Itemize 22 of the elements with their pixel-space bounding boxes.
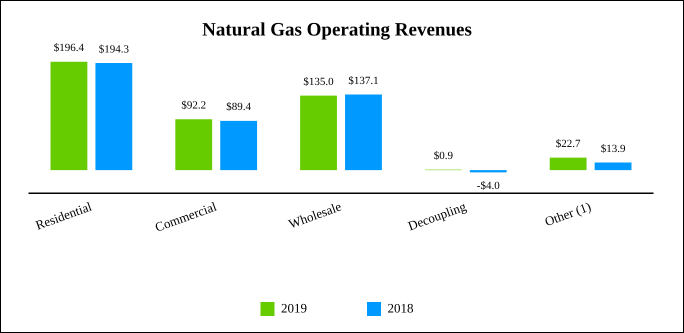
legend-label: 2018 — [388, 300, 414, 316]
data-label: $196.4 — [54, 42, 85, 54]
bar — [50, 62, 88, 170]
x-tick-label: Other (1) — [542, 198, 593, 230]
bar — [550, 158, 587, 170]
bar — [95, 62, 132, 170]
bar — [220, 120, 258, 170]
data-label: $0.9 — [434, 150, 454, 162]
data-label: -$4.0 — [476, 180, 500, 192]
data-label: $92.2 — [181, 100, 206, 112]
bar — [345, 94, 382, 170]
data-label: $194.3 — [98, 43, 130, 56]
bar — [594, 162, 632, 170]
data-label: $137.1 — [348, 74, 379, 87]
bar — [175, 119, 212, 170]
chart-title: Natural Gas Operating Revenues — [202, 19, 472, 40]
data-label: $13.9 — [600, 142, 626, 155]
legend-label: 2019 — [281, 300, 307, 316]
bar — [300, 96, 337, 170]
data-label: $89.4 — [226, 101, 252, 114]
data-label: $22.7 — [556, 138, 582, 150]
data-label: $135.0 — [303, 76, 334, 88]
